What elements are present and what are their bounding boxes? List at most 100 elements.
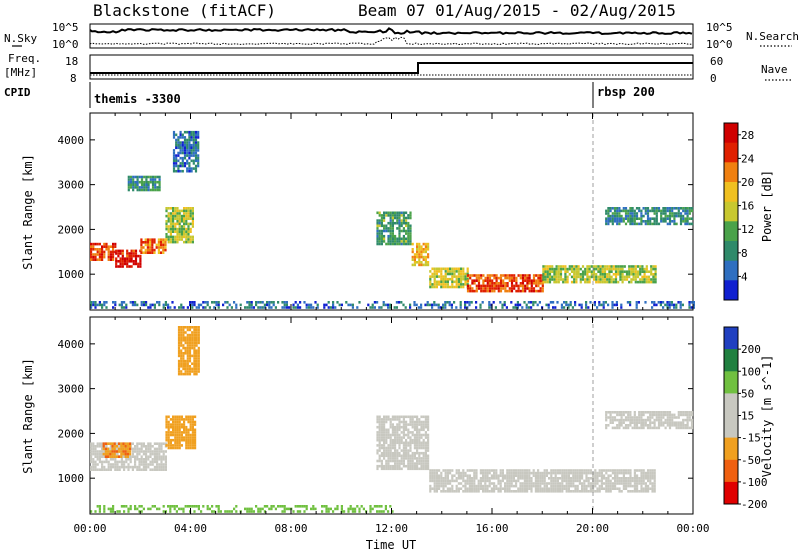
- power-echo-region: [466, 274, 544, 293]
- cpid-label: CPID: [4, 86, 31, 99]
- colorbar-tick-label: 50: [741, 387, 754, 400]
- power-echo-region: [376, 211, 412, 246]
- colorbar-tick-label: 12: [741, 223, 754, 236]
- colorbar-segment: [724, 221, 738, 242]
- cpid-entry-rbsp: rbsp 200: [597, 85, 655, 99]
- power-colorbar: 4 8 12 16 20 24 28: [723, 122, 755, 301]
- nsearch-trace: [89, 36, 693, 46]
- y-tick-label: 2000: [58, 223, 85, 236]
- time-axis: 00:00 04:00 08:00 12:00 16:00 20:00 00:00: [73, 522, 709, 535]
- colorbar-tick-label: 16: [741, 200, 754, 213]
- power-echo-region: [542, 265, 657, 284]
- power-echo-region: [411, 242, 430, 267]
- power-echo-region: [429, 267, 469, 289]
- colorbar-tick-label: 8: [741, 247, 748, 260]
- colorbar-segment: [724, 415, 738, 439]
- x-axis-label: Time UT: [366, 538, 417, 552]
- nsearch-label: N.Search: [746, 30, 799, 43]
- colorbar-segment: [724, 371, 738, 394]
- power-echo-region: [115, 249, 142, 268]
- power-panel: 1000 2000 3000 4000 Slant Range [km]: [21, 112, 695, 311]
- nave-label: Nave: [761, 63, 788, 76]
- power-echo-region: [90, 301, 695, 309]
- nsky-label: N.Sky: [4, 32, 37, 45]
- nsky-panel: N.Sky 10^5 10^0 10^5 10^0 N.Search: [4, 21, 799, 51]
- x-tick-label: 04:00: [174, 522, 207, 535]
- colorbar-segment: [724, 123, 738, 144]
- y-tick-label: 2000: [58, 427, 85, 440]
- velocity-echo-region: [177, 326, 200, 376]
- colorbar-segment: [724, 437, 738, 461]
- freq-unit: [MHz]: [4, 66, 37, 79]
- power-echo-region: [127, 175, 161, 192]
- power-ylabel: Slant Range [km]: [21, 154, 35, 270]
- velocity-echo-region: [102, 442, 132, 458]
- velocity-colorbar-label: Velocity [m s^-1]: [760, 355, 774, 478]
- cpid-panel: CPID themis -3300 rbsp 200: [4, 82, 655, 108]
- nsky-trace: [89, 27, 693, 36]
- y-tick-label: 3000: [58, 179, 85, 192]
- power-echo-region: [165, 207, 194, 244]
- y-tick-label: 1000: [58, 268, 85, 281]
- y-tick-label: 4000: [58, 134, 85, 147]
- nave-tick-top: 60: [710, 55, 723, 68]
- colorbar-segment: [724, 327, 738, 350]
- nsky-tick-bottom: 10^0: [52, 38, 79, 51]
- colorbar-segment: [724, 459, 738, 483]
- colorbar-tick-label: 28: [741, 129, 754, 142]
- colorbar-segment: [724, 182, 738, 203]
- beam-date-range: Beam 07 01/Aug/2015 - 02/Aug/2015: [358, 1, 676, 20]
- y-tick-label: 4000: [58, 338, 85, 351]
- colorbar-tick-label: 200: [741, 343, 761, 356]
- velocity-echo-region: [165, 415, 197, 450]
- colorbar-segment: [724, 260, 738, 281]
- colorbar-tick-label: 24: [741, 152, 755, 165]
- power-echo-region: [140, 238, 167, 254]
- x-tick-label: 20:00: [576, 522, 609, 535]
- nsearch-tick-bottom: 10^0: [706, 38, 733, 51]
- colorbar-tick-label: -15: [741, 432, 761, 445]
- freq-trace: [90, 62, 693, 74]
- y-tick-label: 3000: [58, 383, 85, 396]
- power-colorbar-label: Power [dB]: [760, 170, 774, 242]
- y-tick-label: 1000: [58, 472, 85, 485]
- colorbar-segment: [724, 349, 738, 372]
- power-echo-region: [605, 207, 694, 226]
- x-tick-label: 08:00: [274, 522, 307, 535]
- power-echo-region: [90, 242, 117, 261]
- nsky-tick-top: 10^5: [52, 21, 79, 34]
- velocity-echo-region: [376, 415, 430, 471]
- x-tick-label: 16:00: [475, 522, 508, 535]
- nsearch-tick-top: 10^5: [706, 21, 733, 34]
- freq-panel: Freq. [MHz] 18 8 60 0 Nave: [4, 52, 792, 85]
- cpid-entry-themis: themis -3300: [94, 92, 181, 106]
- x-tick-label: 00:00: [676, 522, 709, 535]
- nave-tick-bottom: 0: [710, 72, 717, 85]
- colorbar-segment: [724, 162, 738, 183]
- freq-tick-bottom: 8: [70, 72, 77, 85]
- x-tick-label: 12:00: [375, 522, 408, 535]
- freq-label: Freq.: [8, 52, 41, 65]
- velocity-ylabel: Slant Range [km]: [21, 358, 35, 474]
- colorbar-segment: [724, 142, 738, 163]
- colorbar-tick-label: 100: [741, 365, 761, 378]
- freq-tick-top: 18: [65, 55, 78, 68]
- colorbar-segment: [724, 201, 738, 222]
- colorbar-tick-label: -200: [741, 498, 768, 511]
- velocity-colorbar: 200 100 50 15 -15 -50 -100 -200: [723, 326, 768, 511]
- colorbar-tick-label: -100: [741, 476, 768, 489]
- power-echo-region: [172, 130, 200, 173]
- colorbar-segment: [724, 280, 738, 301]
- velocity-echo-region: [605, 411, 694, 430]
- x-tick-label: 00:00: [73, 522, 106, 535]
- colorbar-tick-label: 15: [741, 410, 754, 423]
- station-title: Blackstone (fitACF): [93, 1, 276, 20]
- colorbar-segment: [724, 481, 738, 505]
- velocity-panel: 1000 2000 3000 4000 Slant Range [km]: [21, 316, 694, 515]
- colorbar-segment: [724, 241, 738, 262]
- colorbar-tick-label: 4: [741, 270, 748, 283]
- colorbar-tick-label: -50: [741, 454, 761, 467]
- colorbar-segment: [724, 393, 738, 416]
- colorbar-tick-label: 20: [741, 176, 754, 189]
